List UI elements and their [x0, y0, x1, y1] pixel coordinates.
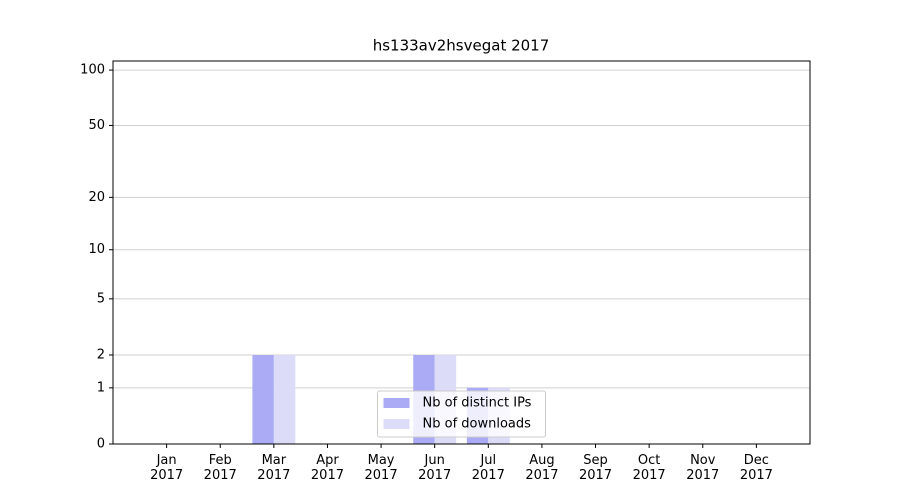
legend-label: Nb of distinct IPs	[423, 396, 532, 411]
legend-swatch	[383, 398, 410, 408]
y-tick-label: 2	[97, 347, 105, 362]
legend-label: Nb of downloads	[423, 417, 532, 432]
axes-frame	[112, 60, 811, 445]
y-tick-label: 10	[88, 242, 105, 257]
bar	[273, 354, 296, 444]
x-tick-label: Mar 2017	[257, 453, 291, 483]
x-tick-label: Apr 2017	[310, 453, 344, 483]
x-tick-label: May 2017	[364, 453, 398, 483]
x-tick-label: Jun 2017	[418, 453, 452, 483]
x-tick-label: Feb 2017	[203, 453, 237, 483]
legend-box	[377, 390, 546, 438]
legend: Nb of distinct IPs Nb of downloads	[377, 390, 546, 438]
chart-title: hs133av2hsvegat 2017	[373, 37, 550, 55]
bar	[252, 354, 274, 444]
y-tick-label: 20	[88, 190, 105, 205]
y-tick-label: 1	[97, 380, 105, 395]
x-tick-label: Oct 2017	[632, 453, 666, 483]
y-tick-label: 0	[97, 437, 105, 452]
y-tick-label: 5	[97, 291, 105, 306]
y-tick-label: 50	[88, 118, 105, 133]
x-tick-label: Aug 2017	[525, 453, 559, 483]
x-tick-label: Nov 2017	[686, 453, 720, 483]
x-tick-label: Jul 2017	[471, 453, 505, 483]
y-tick-label: 100	[80, 63, 105, 78]
x-tick-label: Jan 2017	[150, 453, 184, 483]
x-tick-label: Sep 2017	[578, 453, 613, 483]
x-tick-label: Dec 2017	[739, 453, 773, 483]
legend-swatch	[383, 419, 410, 429]
